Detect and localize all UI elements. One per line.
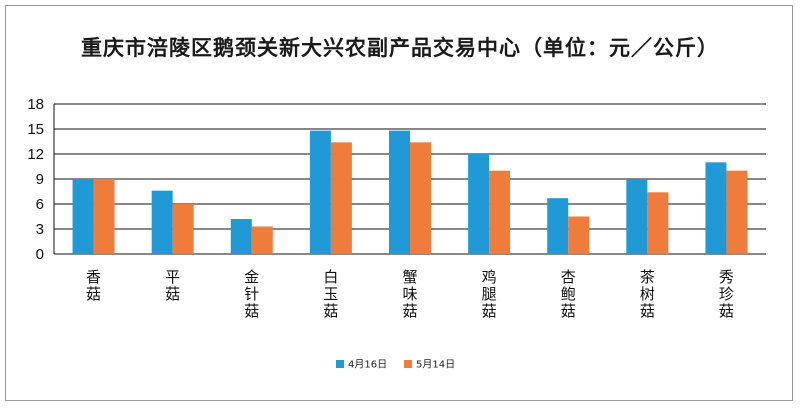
category-label: 杏 <box>561 268 576 286</box>
category-label: 腿 <box>482 285 497 303</box>
bar-series1 <box>626 179 648 254</box>
bar-series2 <box>647 192 669 254</box>
category-label: 鸡 <box>482 268 497 286</box>
category-label: 金 <box>244 268 259 286</box>
category-label: 白 <box>323 268 338 286</box>
y-tick-label: 3 <box>36 221 44 238</box>
bars <box>72 130 748 254</box>
bar-series1 <box>230 219 252 254</box>
y-tick-label: 12 <box>27 146 44 163</box>
chart-title: 重庆市涪陵区鹅颈关新大兴农副产品交易中心（单位：元／公斤） <box>81 36 719 60</box>
category-label: 菇 <box>86 285 101 303</box>
bar-series2 <box>489 170 511 254</box>
category-label: 树 <box>640 285 655 303</box>
category-label: 菇 <box>165 285 180 303</box>
category-label: 菇 <box>244 302 259 320</box>
legend-label: 4月16日 <box>348 359 387 371</box>
bar-series2 <box>726 170 748 254</box>
category-label: 平 <box>165 268 180 286</box>
y-tick-label: 15 <box>27 121 44 138</box>
y-tick-label: 0 <box>36 246 44 263</box>
category-label: 菇 <box>719 302 734 320</box>
category-label: 菇 <box>482 302 497 320</box>
y-axis-ticks: 0 3 6 9 12 15 18 <box>27 96 44 263</box>
category-label: 珍 <box>719 285 734 303</box>
bar-series2 <box>410 142 431 254</box>
category-label: 鲍 <box>561 285 576 303</box>
legend-label: 5月14日 <box>416 359 455 371</box>
bar-series1 <box>309 130 331 254</box>
category-label: 蟹 <box>402 268 417 286</box>
category-label: 味 <box>402 285 417 303</box>
category-label: 菇 <box>640 302 655 320</box>
y-tick-label: 9 <box>36 171 44 188</box>
category-label: 菇 <box>323 302 338 320</box>
category-label: 香 <box>86 268 101 286</box>
bar-series1 <box>468 154 490 254</box>
bar-series2 <box>568 216 590 254</box>
bar-series2 <box>251 226 273 254</box>
bar-series1 <box>389 130 410 254</box>
bar-series2 <box>330 142 352 254</box>
bar-series1 <box>705 162 727 254</box>
category-label: 茶 <box>640 268 655 286</box>
category-label: 玉 <box>323 285 338 303</box>
category-label: 针 <box>244 285 259 303</box>
legend-swatch <box>404 360 412 368</box>
category-label: 菇 <box>402 302 417 320</box>
legend-swatch <box>336 360 344 368</box>
bar-series1 <box>547 198 569 254</box>
legend: 4月16日 5月14日 <box>336 359 455 371</box>
y-tick-label: 18 <box>27 96 44 113</box>
category-label: 秀 <box>719 268 734 286</box>
bar-series1 <box>72 179 94 254</box>
bar-series2 <box>172 204 194 254</box>
bar-series1 <box>151 190 173 254</box>
category-label: 菇 <box>561 302 576 320</box>
y-tick-label: 6 <box>36 196 44 213</box>
bar-series2 <box>93 179 115 254</box>
